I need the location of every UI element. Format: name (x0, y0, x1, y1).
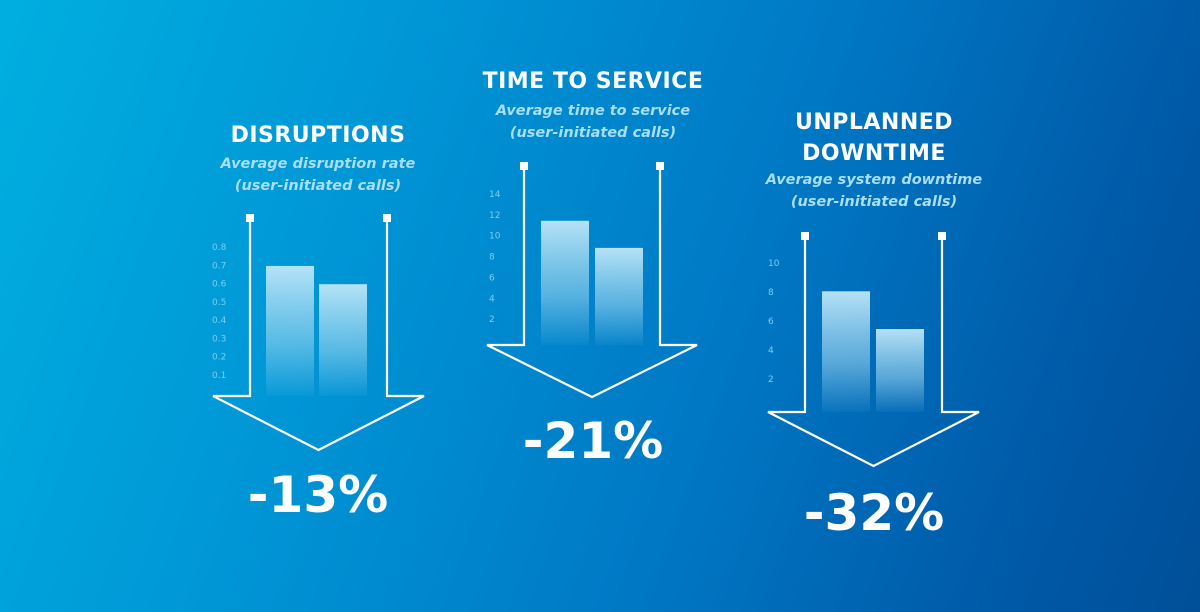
chart-3-down-arrow-icon (767, 236, 980, 468)
chart-1-y-tick-label: 0.8 (212, 243, 227, 253)
chart-2-y-tick-label: 6 (489, 273, 495, 283)
chart-2-arrow-cap-left (520, 162, 528, 170)
chart-3-y-tick-label: 8 (768, 288, 774, 298)
chart-3-subtitle-line-1: Average system downtime (765, 172, 983, 188)
chart-3-title-line-1: UNPLANNED (794, 110, 954, 135)
chart-1-down-arrow-icon (212, 218, 425, 452)
chart-2-y-tick-label: 4 (489, 294, 495, 304)
chart-2-bar-2 (595, 247, 643, 345)
chart-1-change: -13% (247, 466, 389, 524)
chart-1-y-tick-label: 0.5 (212, 298, 226, 308)
chart-1-subtitle-line-2: (user-initiated calls) (234, 178, 402, 194)
chart-1-y-tick-label: 0.1 (212, 371, 226, 381)
chart-1-y-tick-label: 0.2 (212, 353, 226, 363)
chart-3-bar-2 (876, 329, 924, 412)
chart-3-arrow-cap-right (938, 232, 946, 240)
chart-2-y-tick-label: 8 (489, 253, 495, 263)
chart-2-subtitle-line-2: (user-initiated calls) (509, 125, 677, 141)
chart-2-title: TIME TO SERVICE (482, 69, 704, 94)
chart-3-y-tick-label: 10 (768, 259, 780, 269)
chart-2-arrow-cap-right (656, 162, 664, 170)
chart-2-down-arrow-icon (486, 166, 698, 399)
chart-3-arrow-cap-left (801, 232, 809, 240)
chart-3-y-tick-label: 4 (768, 346, 774, 356)
chart-2-subtitle-line-1: Average time to service (495, 103, 691, 119)
chart-1-bar-2 (319, 284, 367, 396)
chart-1-arrow-cap-left (246, 214, 254, 222)
chart-1-bar-1 (266, 265, 314, 396)
chart-3-subtitle-line-2: (user-initiated calls) (790, 194, 958, 210)
chart-1-arrow-cap-right (383, 214, 391, 222)
chart-1-y-tick-label: 0.7 (212, 261, 226, 271)
chart-1-y-tick-label: 0.6 (212, 280, 227, 290)
chart-1-subtitle-line-1: Average disruption rate (220, 156, 416, 172)
chart-2-change: -21% (522, 412, 664, 470)
chart-3-bar-1 (822, 291, 870, 412)
chart-3-y-tick-label: 6 (768, 317, 774, 327)
chart-2-y-tick-label: 12 (489, 211, 500, 221)
chart-2-y-tick-label: 10 (489, 232, 501, 242)
chart-2-bar-1 (541, 220, 589, 345)
chart-2-y-tick-label: 2 (489, 315, 495, 325)
chart-3-y-tick-label: 2 (768, 375, 774, 385)
chart-1-title: DISRUPTIONS (230, 123, 406, 148)
chart-3-title-line-2: DOWNTIME (802, 141, 946, 166)
chart-1-y-tick-label: 0.4 (212, 316, 227, 326)
chart-1-y-tick-label: 0.3 (212, 334, 226, 344)
chart-3-change: -32% (803, 484, 945, 542)
chart-2-y-tick-label: 14 (489, 190, 501, 200)
